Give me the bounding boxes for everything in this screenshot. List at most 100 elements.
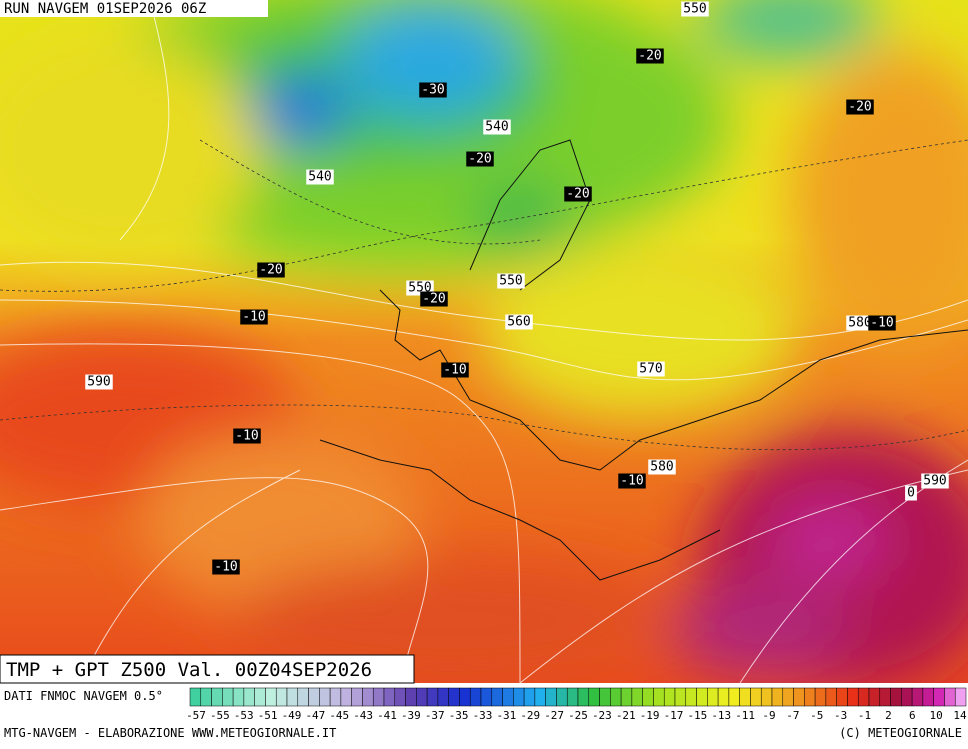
color-swatch [890, 687, 902, 707]
scale-label: -47 [305, 709, 325, 722]
contour-label: 570 [639, 362, 662, 377]
scale-label: -25 [568, 709, 588, 722]
color-swatch [911, 687, 924, 707]
scale-label: 14 [953, 709, 967, 722]
color-swatch [243, 687, 255, 707]
scale-label: -39 [401, 709, 421, 722]
color-swatch [351, 687, 363, 707]
temp-label: -20 [848, 100, 871, 115]
color-swatch [405, 687, 417, 707]
color-swatch [782, 687, 794, 707]
legend-source: DATI FNMOC NAVGEM 0.5° [4, 689, 163, 703]
color-swatch [663, 687, 676, 707]
color-swatch [610, 687, 622, 707]
contour-label: 560 [507, 315, 530, 330]
color-swatch [847, 687, 859, 707]
contour-label: 540 [485, 120, 508, 135]
color-swatch [394, 687, 406, 707]
scale-label: -23 [592, 709, 612, 722]
map-field [0, 0, 968, 683]
label-bg [85, 374, 113, 390]
color-swatch [804, 687, 816, 707]
color-swatch [814, 687, 827, 707]
color-swatch [265, 687, 277, 707]
color-swatch [448, 687, 460, 707]
color-swatch [534, 687, 546, 707]
color-swatch [459, 687, 471, 707]
scale-label: -51 [258, 709, 278, 722]
color-swatch [674, 687, 687, 707]
color-swatch [857, 687, 870, 707]
scale-label: -7 [786, 709, 799, 722]
color-swatch [200, 687, 212, 707]
scale-label: -9 [762, 709, 775, 722]
color-swatch [383, 687, 396, 707]
label-bg [466, 151, 494, 167]
color-swatch [868, 687, 881, 707]
scale-label: -55 [210, 709, 230, 722]
label-bg [497, 273, 525, 289]
temp-label: -10 [870, 316, 893, 331]
scale-label: -31 [496, 709, 516, 722]
label-bg [257, 262, 285, 278]
label-bg [846, 315, 874, 331]
contour-label: 590 [87, 375, 110, 390]
color-swatch [469, 687, 482, 707]
contour-label: 590 [923, 474, 946, 489]
label-bg [441, 362, 469, 378]
color-swatch [599, 687, 611, 707]
scale-label: 10 [930, 709, 943, 722]
color-swatch [340, 687, 352, 707]
color-swatch [933, 687, 945, 707]
label-bg [648, 459, 676, 475]
temp-label: -20 [422, 292, 445, 307]
map-labels: 550 -20 -30 -20 540 -20 540 -20 -20 550 … [85, 1, 949, 575]
label-bg [905, 485, 917, 501]
contour-label: 540 [308, 170, 331, 185]
contour-label: 550 [499, 274, 522, 289]
temp-label: -10 [242, 310, 265, 325]
label-bg [618, 473, 646, 489]
label-bg [681, 1, 709, 17]
label-bg [505, 314, 533, 330]
label-bg [637, 361, 665, 377]
scale-label: -17 [664, 709, 684, 722]
label-bg [564, 186, 592, 202]
temp-label: -20 [259, 263, 282, 278]
scale-label: 2 [885, 709, 892, 722]
color-swatch [707, 687, 719, 707]
color-swatch [577, 687, 590, 707]
temp-label: -10 [443, 363, 466, 378]
label-bg [419, 82, 447, 98]
scale-label: 6 [909, 709, 916, 722]
color-swatch [653, 687, 665, 707]
color-swatch [437, 687, 449, 707]
contour-label: 0 [907, 486, 915, 501]
temp-label: -30 [421, 83, 444, 98]
run-title: RUN NAVGEM 01SEP2026 06Z [4, 1, 206, 17]
label-bg [868, 315, 896, 331]
temp-label: -20 [638, 49, 661, 64]
color-swatch [416, 687, 428, 707]
color-swatch [362, 687, 374, 707]
run-box [0, 0, 268, 17]
scale-label: -1 [858, 709, 871, 722]
contour-label: 550 [683, 2, 706, 17]
scale-label: -11 [735, 709, 755, 722]
scale-label: -35 [449, 709, 469, 722]
scale-label: -27 [544, 709, 564, 722]
color-swatch [588, 687, 600, 707]
color-swatch [232, 687, 245, 707]
label-bg [306, 169, 334, 185]
scale-label: -37 [425, 709, 445, 722]
color-swatch [750, 687, 762, 707]
scale-label: -15 [687, 709, 707, 722]
color-swatch [329, 687, 342, 707]
label-bg [921, 473, 949, 489]
product-title: TMP + GPT Z500 Val. 00Z04SEP2026 [6, 659, 372, 681]
color-swatch [372, 687, 385, 707]
color-swatch [308, 687, 320, 707]
color-swatch [513, 687, 525, 707]
color-swatch [954, 687, 967, 707]
